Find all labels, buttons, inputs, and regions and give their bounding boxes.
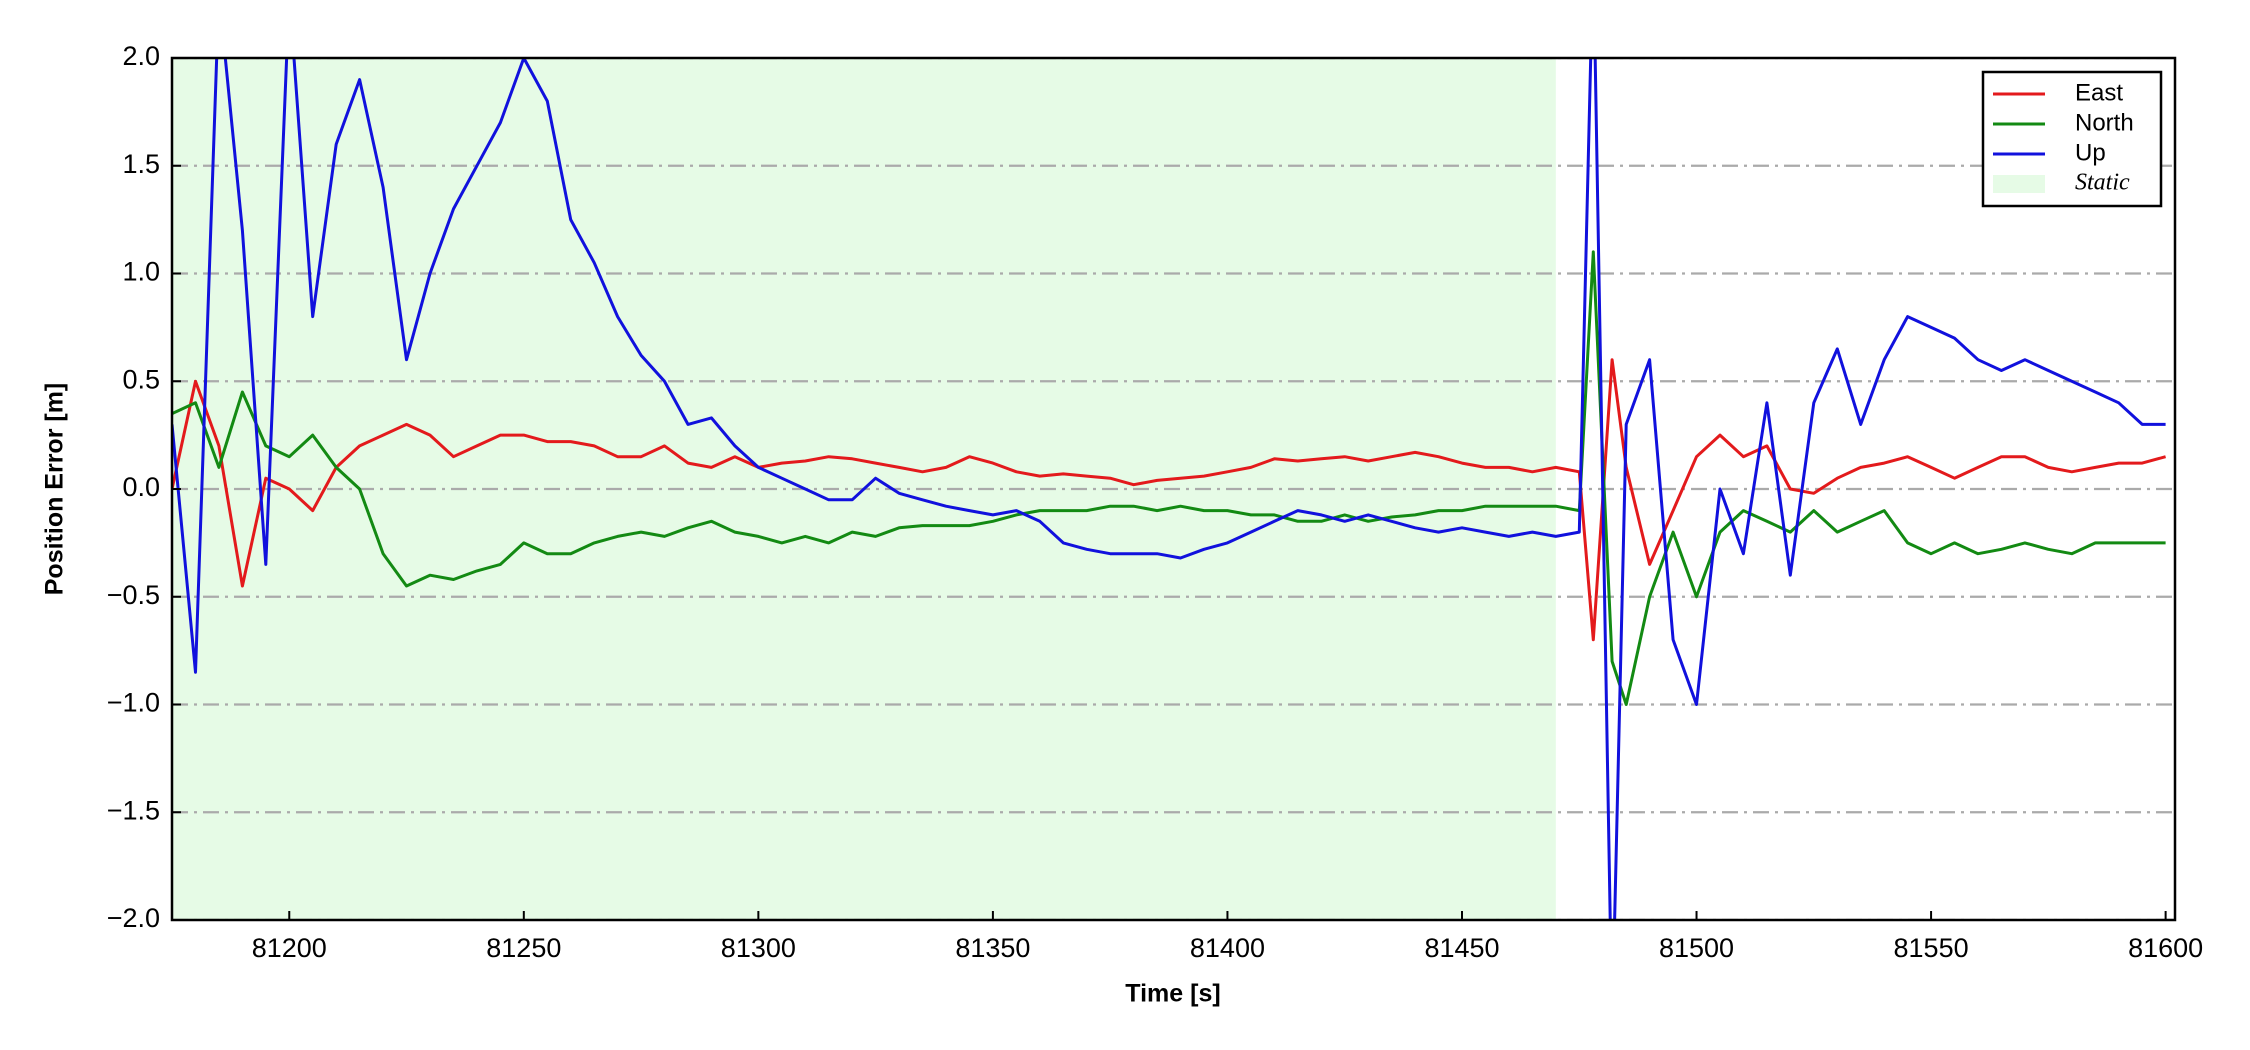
x-tick-label: 81550 <box>1894 933 1969 963</box>
x-tick-label: 81250 <box>486 933 561 963</box>
y-tick-label: −1.5 <box>107 795 160 825</box>
y-tick-label: −2.0 <box>107 903 160 933</box>
x-tick-label: 81450 <box>1424 933 1499 963</box>
x-tick-label: 81300 <box>721 933 796 963</box>
x-axis-label: Time [s] <box>1125 980 1220 1008</box>
y-tick-label: −0.5 <box>107 580 160 610</box>
series-line <box>172 58 2166 920</box>
y-tick-label: −1.0 <box>107 688 160 718</box>
series-line <box>172 358 2166 642</box>
plot-area <box>172 58 2175 920</box>
legend-label: Static <box>2075 170 2130 196</box>
series-line <box>172 250 2166 706</box>
legend-label: North <box>2075 109 2134 136</box>
x-tick-label: 81400 <box>1190 933 1265 963</box>
legend-label: East <box>2075 79 2123 106</box>
y-tick-label: 1.0 <box>122 257 160 287</box>
y-tick-label: 1.5 <box>122 149 160 179</box>
y-tick-label: 0.5 <box>122 364 160 394</box>
legend-label: Up <box>2075 139 2106 166</box>
x-tick-label: 81200 <box>252 933 327 963</box>
y-tick-label: 0.0 <box>122 472 160 502</box>
legend-swatch <box>1993 175 2045 193</box>
plot-frame <box>170 56 2177 922</box>
x-tick-label: 81350 <box>955 933 1030 963</box>
y-tick-label: 2.0 <box>122 41 160 71</box>
x-tick-label: 81500 <box>1659 933 1734 963</box>
y-axis-label: Position Error [m] <box>41 383 69 596</box>
x-tick-label: 81600 <box>2128 933 2203 963</box>
